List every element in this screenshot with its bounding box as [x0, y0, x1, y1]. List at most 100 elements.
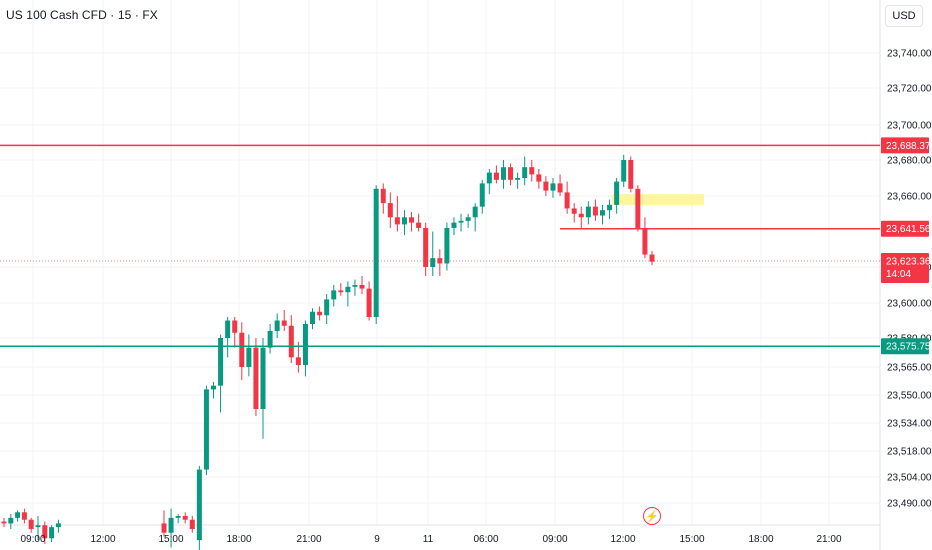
- candle-body[interactable]: [465, 217, 471, 221]
- candle-body[interactable]: [295, 357, 301, 366]
- x-tick-label: 06:00: [473, 534, 498, 545]
- price-level-tag[interactable]: [881, 137, 929, 154]
- candle-body[interactable]: [423, 227, 429, 267]
- candle-body[interactable]: [225, 320, 231, 339]
- candle-body[interactable]: [394, 217, 400, 225]
- candle-body[interactable]: [635, 188, 641, 228]
- candle-body[interactable]: [189, 519, 195, 529]
- candle-body[interactable]: [161, 523, 167, 533]
- candle-body[interactable]: [310, 311, 316, 324]
- supply-zone[interactable]: [612, 194, 704, 205]
- candle-body[interactable]: [599, 210, 605, 216]
- symbol-title[interactable]: US 100 Cash CFD · 15 · FX: [6, 8, 158, 22]
- candle-body[interactable]: [267, 331, 273, 348]
- candle-body[interactable]: [338, 290, 344, 293]
- lightning-icon[interactable]: ⚡: [643, 507, 661, 525]
- candle-body[interactable]: [42, 525, 48, 539]
- candle-body[interactable]: [331, 290, 337, 300]
- candle-body[interactable]: [373, 188, 379, 317]
- x-tick-label: 9: [374, 534, 380, 545]
- candle-body[interactable]: [564, 192, 570, 209]
- candle-body[interactable]: [585, 206, 591, 218]
- candle-body[interactable]: [387, 203, 393, 218]
- candle-body[interactable]: [203, 389, 209, 470]
- candle-body[interactable]: [649, 254, 655, 262]
- candle-body[interactable]: [345, 286, 351, 293]
- current-price-tag[interactable]: [881, 253, 929, 284]
- candle-body[interactable]: [479, 183, 485, 207]
- candle-body[interactable]: [15, 512, 21, 518]
- candle-body[interactable]: [232, 320, 238, 333]
- candle-body[interactable]: [281, 320, 287, 326]
- candle-body[interactable]: [409, 217, 415, 223]
- candle-body[interactable]: [366, 288, 372, 317]
- candle-body[interactable]: [529, 167, 535, 175]
- x-tick-label: 15:00: [158, 534, 183, 545]
- candle-body[interactable]: [536, 174, 542, 182]
- y-tick-label: 23,660.00: [887, 192, 932, 203]
- candle-body[interactable]: [288, 325, 294, 358]
- candle-body[interactable]: [628, 160, 634, 189]
- candle-body[interactable]: [239, 332, 245, 367]
- candle-body[interactable]: [35, 525, 41, 528]
- candle-body[interactable]: [302, 324, 308, 366]
- candle-body[interactable]: [317, 311, 323, 316]
- x-tick-label: 09:00: [20, 534, 45, 545]
- candle-body[interactable]: [607, 204, 613, 211]
- candle-body[interactable]: [55, 523, 61, 528]
- candle-body[interactable]: [515, 178, 521, 180]
- candle-body[interactable]: [550, 183, 556, 191]
- candle-body[interactable]: [614, 181, 620, 205]
- candle-body[interactable]: [642, 227, 648, 255]
- candle-body[interactable]: [246, 347, 252, 367]
- price-level-tag-label: 23,641.56: [886, 224, 931, 235]
- candle-body[interactable]: [324, 299, 330, 316]
- candle-body[interactable]: [182, 516, 188, 520]
- candle-body[interactable]: [211, 385, 217, 390]
- candle-body[interactable]: [500, 167, 506, 180]
- price-level-tag[interactable]: [881, 338, 929, 355]
- candle-body[interactable]: [416, 222, 422, 228]
- candle-body[interactable]: [508, 167, 514, 180]
- candle-body[interactable]: [458, 220, 464, 223]
- candle-body[interactable]: [571, 208, 577, 214]
- candle-body[interactable]: [1, 521, 7, 524]
- candle-body[interactable]: [253, 347, 259, 409]
- candle-body[interactable]: [175, 516, 181, 518]
- candle-body[interactable]: [557, 183, 563, 193]
- candle-body[interactable]: [592, 206, 598, 216]
- candle-body[interactable]: [274, 320, 280, 332]
- candle-body[interactable]: [49, 527, 55, 539]
- candle-body[interactable]: [444, 227, 450, 264]
- candle-body[interactable]: [28, 519, 34, 529]
- price-level-tag[interactable]: [881, 220, 929, 237]
- candle-body[interactable]: [168, 517, 174, 533]
- x-tick-label: 12:00: [610, 534, 635, 545]
- x-tick-label: 18:00: [226, 534, 251, 545]
- y-tick-label: 23,504.00: [887, 473, 932, 484]
- candle-body[interactable]: [352, 285, 358, 287]
- candle-body[interactable]: [543, 181, 549, 191]
- candle-body[interactable]: [437, 258, 443, 264]
- candle-body[interactable]: [522, 167, 528, 178]
- candle-body[interactable]: [430, 258, 436, 267]
- candle-body[interactable]: [578, 213, 584, 218]
- candle-body[interactable]: [196, 469, 202, 541]
- currency-selector[interactable]: USD: [885, 5, 923, 27]
- candle-body[interactable]: [380, 188, 386, 204]
- candle-body[interactable]: [486, 172, 492, 184]
- candle-body[interactable]: [401, 217, 407, 225]
- candle-body[interactable]: [472, 206, 478, 218]
- candle-body[interactable]: [451, 222, 457, 228]
- candle-body[interactable]: [621, 160, 627, 182]
- candle-body[interactable]: [21, 512, 27, 520]
- y-tick-label: 23,600.00: [887, 299, 932, 310]
- candle-body[interactable]: [8, 517, 14, 524]
- candle-body[interactable]: [493, 172, 499, 180]
- candle-body[interactable]: [260, 347, 266, 409]
- candle-body[interactable]: [359, 285, 365, 289]
- x-tick-label: 11: [423, 534, 434, 545]
- candle-body[interactable]: [218, 338, 224, 386]
